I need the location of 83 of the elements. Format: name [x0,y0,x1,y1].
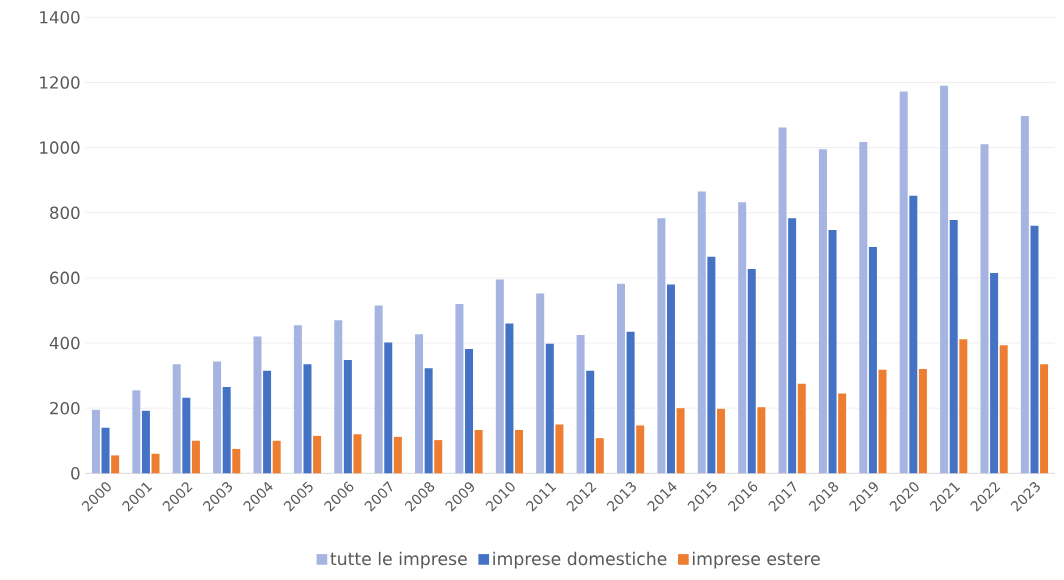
bar [697,191,706,474]
bar [1030,225,1039,474]
bar [151,453,160,474]
bar [455,303,464,474]
bar [586,370,595,474]
bar [940,85,949,474]
bar [474,430,483,474]
bar [1040,364,1049,474]
bar [182,397,191,474]
bar [374,305,383,474]
bar [747,269,756,474]
bar [555,424,564,474]
bar [878,369,887,474]
bar [353,434,362,474]
bar [738,202,747,474]
bar [536,293,545,474]
bar [272,440,281,474]
y-tick-label: 1400 [40,11,80,24]
bar [191,440,200,474]
bar [899,91,908,474]
legend-label: imprese estere [692,551,820,569]
y-tick-label: 1200 [40,76,80,89]
y-tick-label: 800 [50,206,80,220]
bar [91,409,100,474]
bar [213,361,222,474]
bar [393,436,402,474]
bar [778,127,787,474]
bar [303,364,312,474]
bar [918,369,927,474]
bar [949,219,958,474]
bar [465,348,474,474]
y-tick-label: 400 [49,336,80,350]
bar [495,279,504,474]
bar [515,430,524,474]
bar [576,334,585,474]
bar [616,283,625,474]
bar [1020,116,1029,474]
bar [797,383,806,474]
bar [232,448,241,474]
bar [666,284,675,474]
y-tick-label: 0 [71,467,80,480]
legend-label: imprese domestiche [493,551,667,569]
bar [909,195,918,474]
bar [788,218,797,474]
bar [959,339,968,474]
bar [999,345,1008,474]
bar [828,230,837,474]
bar [172,364,181,474]
bar [505,323,514,474]
bar [757,407,766,474]
bar [707,256,716,474]
bar [263,370,272,474]
bar [141,410,150,474]
bar [293,325,302,474]
bar [222,387,231,474]
bar [101,427,110,474]
y-tick-label: 1000 [40,141,80,154]
bar [545,343,554,474]
bar [868,246,877,474]
bar [334,320,343,474]
bar [595,438,604,474]
bar [343,359,352,474]
bar [636,425,645,474]
bar [132,390,141,474]
bar [716,408,725,474]
y-tick-label: 600 [50,271,80,285]
bar [980,144,989,474]
y-tick-label: 200 [50,401,80,415]
bar [990,273,999,474]
bar [818,149,827,474]
bar [253,336,262,474]
bar [838,393,847,474]
bar [657,218,666,474]
bar [626,331,635,474]
bar [434,440,443,474]
bar [384,342,393,474]
bar [313,435,322,474]
bar [111,455,120,474]
bar [859,142,868,474]
bar [424,368,433,474]
bar [415,334,424,474]
bar [676,408,685,474]
legend-label: tutte le imprese [330,551,467,569]
